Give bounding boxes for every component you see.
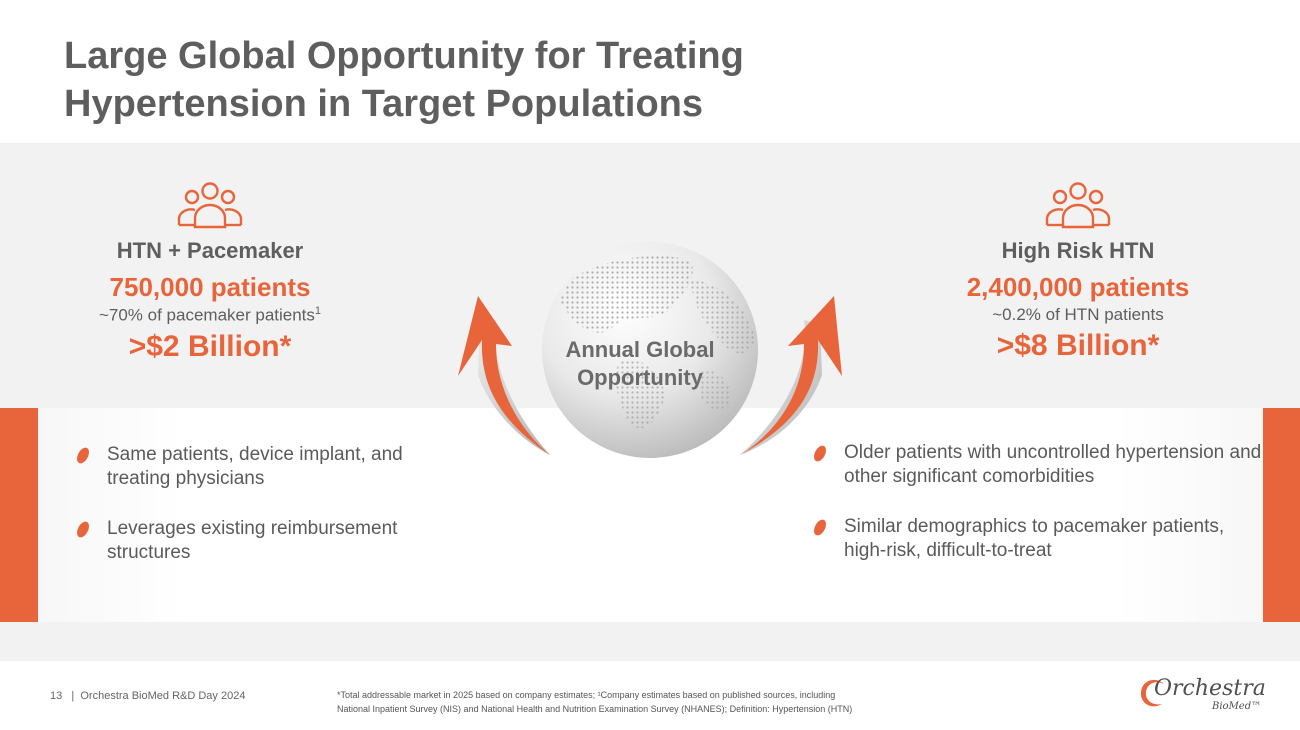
people-group-icon — [177, 182, 243, 229]
bullet-text: Leverages existing reimbursement structu… — [107, 518, 398, 563]
list-item: Older patients with uncontrolled hyperte… — [811, 441, 1265, 489]
left-subtext-footnote: 1 — [314, 305, 322, 317]
list-item: Same patients, device implant, and treat… — [74, 443, 448, 491]
company-logo: Orchestra BioMed™ — [1138, 676, 1268, 716]
left-growth-arrow — [458, 296, 550, 455]
logo-wordmark: Orchestra — [1154, 676, 1266, 701]
footer-footnote: *Total addressable market in 2025 based … — [337, 688, 1017, 716]
right-market-size: >$8 Billion* — [996, 329, 1160, 362]
globe-illustration — [458, 242, 842, 458]
right-patients: 2,400,000 patients — [966, 272, 1190, 302]
right-accent-bar — [1263, 408, 1300, 622]
bullet-icon — [74, 445, 92, 466]
left-subtext: ~70% of pacemaker patients1 — [60, 305, 360, 326]
logo-swoosh-icon — [1140, 679, 1164, 707]
right-bullet-list: Older patients with uncontrolled hyperte… — [811, 441, 1265, 589]
people-group-icon — [1045, 182, 1111, 229]
footer-page-info: 13 | Orchestra BioMed R&D Day 2024 — [50, 690, 246, 702]
bullet-icon — [811, 517, 829, 538]
left-heading: HTN + Pacemaker — [116, 238, 304, 263]
right-heading: High Risk HTN — [1001, 238, 1155, 263]
right-subtext: ~0.2% of HTN patients — [992, 305, 1164, 324]
footnote-line1: *Total addressable market in 2025 based … — [337, 690, 836, 700]
list-item: Leverages existing reimbursement structu… — [74, 517, 448, 565]
globe-label: Annual Global Opportunity — [540, 336, 740, 392]
footnote-line2: National Inpatient Survey (NIS) and Nati… — [337, 704, 853, 714]
left-patients: 750,000 patients — [109, 272, 311, 302]
globe-label-line2: Opportunity — [577, 365, 703, 390]
bullet-icon — [811, 443, 829, 464]
left-subtext-main: ~70% of pacemaker patients — [98, 305, 315, 325]
left-accent-bar — [0, 408, 38, 622]
list-item: Similar demographics to pacemaker patien… — [811, 515, 1265, 563]
bullet-text: Similar demographics to pacemaker patien… — [844, 516, 1225, 561]
bullet-text: Older patients with uncontrolled hyperte… — [844, 442, 1262, 487]
left-market-summary: HTN + Pacemaker 750,000 patients ~70% of… — [60, 180, 360, 364]
globe-label-line1: Annual Global — [565, 337, 715, 362]
globe-icon — [542, 242, 758, 458]
page-title: Large Global Opportunity for Treating Hy… — [64, 35, 744, 125]
bullet-icon — [74, 519, 92, 540]
right-growth-arrow — [740, 296, 842, 455]
left-market-size: >$2 Billion* — [128, 329, 292, 363]
left-bullet-list: Same patients, device implant, and treat… — [74, 443, 448, 591]
logo-subtitle: BioMed™ — [1212, 701, 1262, 712]
right-market-summary: High Risk HTN 2,400,000 patients ~0.2% o… — [928, 180, 1228, 363]
bullet-text: Same patients, device implant, and treat… — [107, 444, 403, 489]
